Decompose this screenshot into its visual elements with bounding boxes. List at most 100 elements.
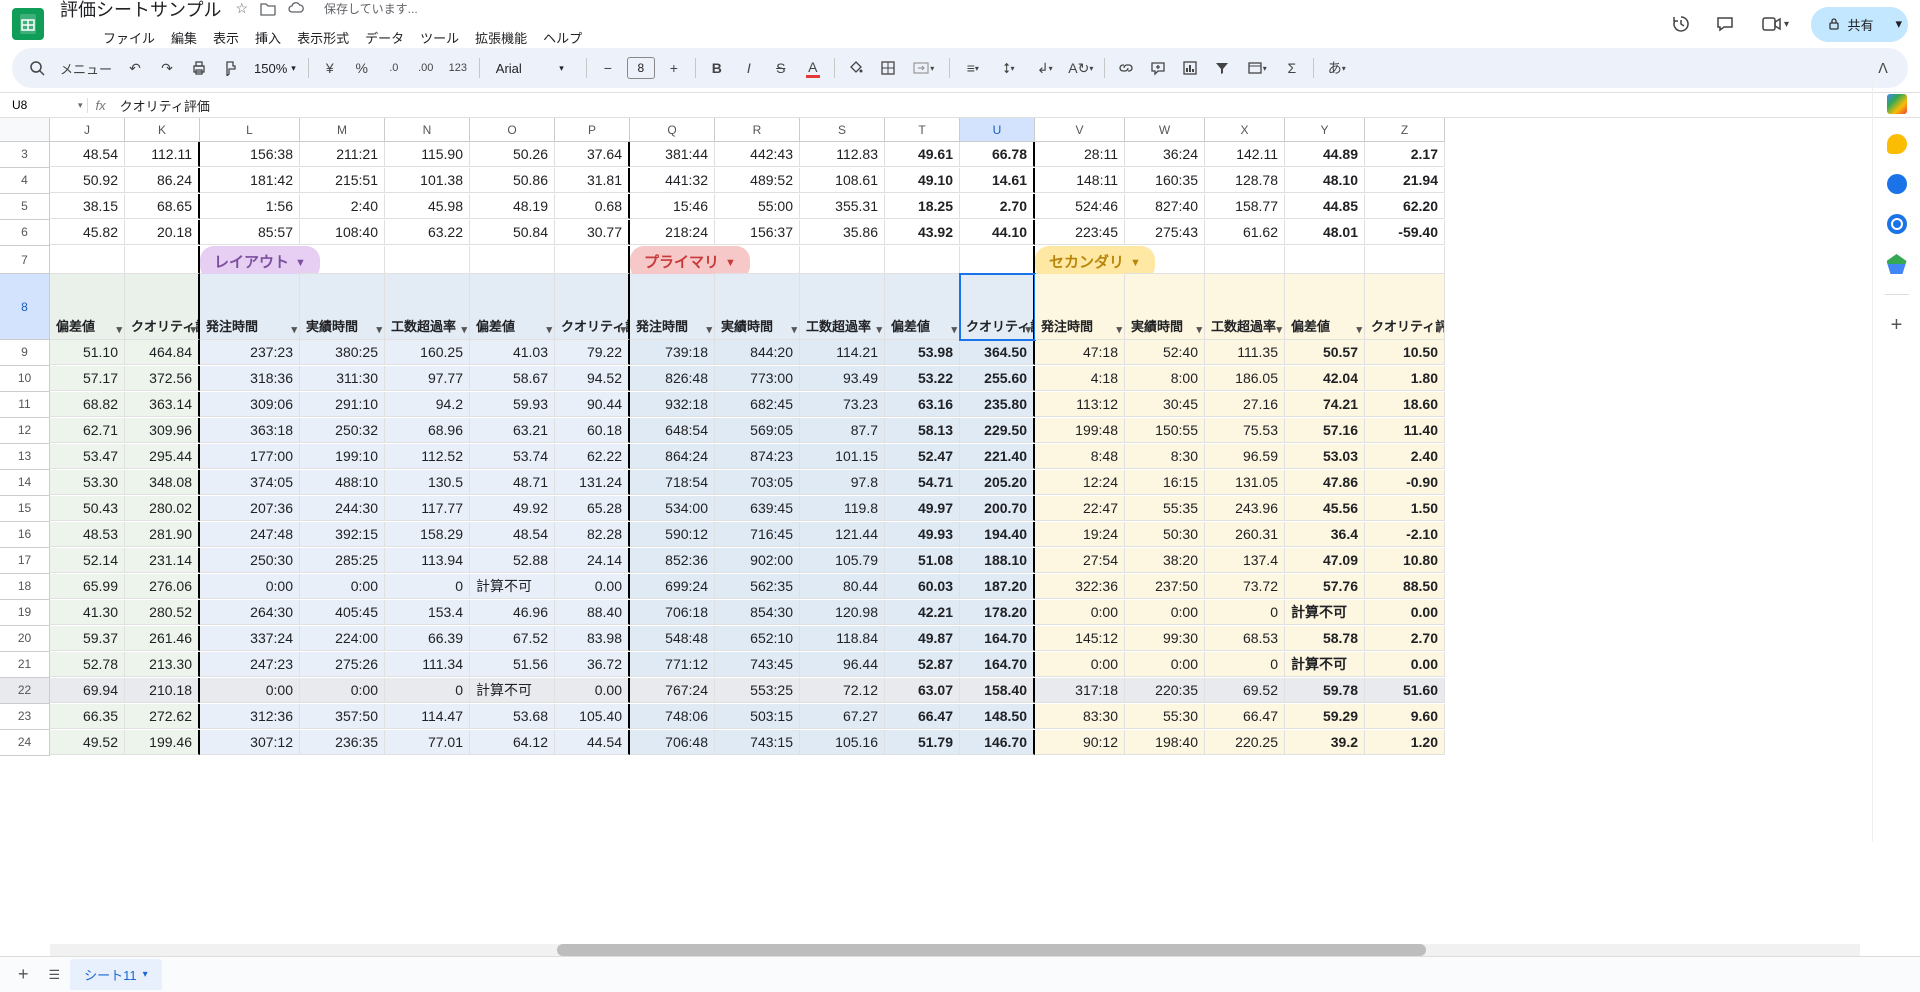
cell[interactable]: 188.10 — [960, 548, 1035, 573]
filter-views-icon[interactable]: ▾ — [1241, 55, 1273, 81]
row-header[interactable]: 16 — [0, 522, 50, 548]
cell[interactable]: 48.01 — [1285, 220, 1365, 245]
cell[interactable]: 58.78 — [1285, 626, 1365, 651]
cell[interactable]: 66.47 — [885, 704, 960, 729]
cell[interactable]: 計算不可 — [470, 678, 555, 703]
cell[interactable]: 405:45 — [300, 600, 385, 625]
cell[interactable] — [715, 246, 800, 274]
increase-decimal-icon[interactable]: .00 — [413, 55, 439, 81]
cell[interactable]: 96.59 — [1205, 444, 1285, 469]
cell[interactable]: 854:30 — [715, 600, 800, 625]
cell[interactable]: 280.02 — [125, 496, 200, 521]
decrease-decimal-icon[interactable]: .0 — [381, 55, 407, 81]
cell[interactable]: 0 — [1205, 600, 1285, 625]
cell[interactable]: 42.21 — [885, 600, 960, 625]
cell[interactable]: 偏差値▾ — [50, 274, 125, 340]
cell[interactable]: クオリティ評価合計▾ — [125, 274, 200, 340]
cell[interactable]: 442:43 — [715, 142, 800, 167]
cell[interactable]: 130.5 — [385, 470, 470, 495]
cell[interactable]: 590:12 — [630, 522, 715, 547]
cell[interactable]: 0:00 — [300, 574, 385, 599]
cell[interactable]: 112.83 — [800, 142, 885, 167]
print-icon[interactable] — [186, 55, 212, 81]
cell[interactable]: 105.79 — [800, 548, 885, 573]
cell[interactable]: 503:15 — [715, 704, 800, 729]
cell[interactable]: 62.20 — [1365, 194, 1445, 219]
cell[interactable]: 198:40 — [1125, 730, 1205, 755]
cell[interactable]: 59.78 — [1285, 678, 1365, 703]
cell[interactable] — [885, 246, 960, 274]
cell[interactable]: 261.46 — [125, 626, 200, 651]
cell[interactable]: 272.62 — [125, 704, 200, 729]
menu-item[interactable]: データ — [358, 24, 411, 51]
add-addon-icon[interactable]: + — [1887, 315, 1907, 335]
cell[interactable]: 52.78 — [50, 652, 125, 677]
cell[interactable]: 68.82 — [50, 392, 125, 417]
cell[interactable]: 231.14 — [125, 548, 200, 573]
cell[interactable]: 18.60 — [1365, 392, 1445, 417]
cell[interactable] — [125, 246, 200, 274]
row-header[interactable]: 17 — [0, 548, 50, 574]
row-header[interactable]: 4 — [0, 168, 50, 194]
italic-icon[interactable]: I — [736, 55, 762, 81]
cell[interactable]: 1.20 — [1365, 730, 1445, 755]
cell[interactable]: 363:18 — [200, 418, 300, 443]
cell[interactable]: 158.40 — [960, 678, 1035, 703]
cell[interactable]: 874:23 — [715, 444, 800, 469]
cell[interactable]: 357:50 — [300, 704, 385, 729]
cell[interactable] — [960, 246, 1035, 274]
cell[interactable]: 68.96 — [385, 418, 470, 443]
cell[interactable]: 49.10 — [885, 168, 960, 193]
scrollbar-thumb[interactable] — [557, 944, 1426, 956]
cell[interactable]: 743:45 — [715, 652, 800, 677]
cell[interactable]: 148.50 — [960, 704, 1035, 729]
cell[interactable]: 50.57 — [1285, 340, 1365, 365]
cell[interactable]: 38:20 — [1125, 548, 1205, 573]
cell[interactable]: 392:15 — [300, 522, 385, 547]
cell[interactable]: 27.16 — [1205, 392, 1285, 417]
paint-format-icon[interactable] — [218, 55, 244, 81]
cell[interactable]: 0.00 — [1365, 600, 1445, 625]
col-header[interactable]: X — [1205, 118, 1285, 142]
cell[interactable]: 48.10 — [1285, 168, 1365, 193]
cell[interactable]: 111.35 — [1205, 340, 1285, 365]
col-header[interactable]: O — [470, 118, 555, 142]
cell[interactable]: 852:36 — [630, 548, 715, 573]
cell[interactable]: 73.23 — [800, 392, 885, 417]
all-sheets-button[interactable]: ☰ — [39, 961, 71, 989]
cell[interactable]: 53.47 — [50, 444, 125, 469]
row-header[interactable]: 21 — [0, 652, 50, 678]
cell[interactable]: 59.93 — [470, 392, 555, 417]
cell[interactable]: 120.98 — [800, 600, 885, 625]
contacts-icon[interactable] — [1887, 214, 1907, 234]
cell[interactable]: 0 — [385, 574, 470, 599]
functions-icon[interactable]: Σ — [1279, 55, 1305, 81]
strikethrough-icon[interactable]: S — [768, 55, 794, 81]
cell[interactable]: 偏差値▾ — [470, 274, 555, 340]
row-header[interactable]: 6 — [0, 220, 50, 246]
cell[interactable]: 97.8 — [800, 470, 885, 495]
cell[interactable]: 699:24 — [630, 574, 715, 599]
cell[interactable]: 553:25 — [715, 678, 800, 703]
calendar-icon[interactable] — [1887, 94, 1907, 114]
borders-icon[interactable] — [875, 55, 901, 81]
cell[interactable]: 63.22 — [385, 220, 470, 245]
col-header[interactable]: J — [50, 118, 125, 142]
cell[interactable]: 69.52 — [1205, 678, 1285, 703]
cell[interactable]: 164.70 — [960, 626, 1035, 651]
cell[interactable]: 35.86 — [800, 220, 885, 245]
cell[interactable]: 137.4 — [1205, 548, 1285, 573]
cell[interactable]: 355.31 — [800, 194, 885, 219]
cell[interactable]: 94.2 — [385, 392, 470, 417]
cell[interactable]: 52.14 — [50, 548, 125, 573]
cell[interactable]: 2.70 — [1365, 626, 1445, 651]
cell[interactable]: 57.16 — [1285, 418, 1365, 443]
cell[interactable]: 24.14 — [555, 548, 630, 573]
cell[interactable]: 48.54 — [470, 522, 555, 547]
cell[interactable] — [385, 246, 470, 274]
cell[interactable]: 44.54 — [555, 730, 630, 755]
cell[interactable]: 158.29 — [385, 522, 470, 547]
row-header[interactable]: 9 — [0, 340, 50, 366]
cell[interactable]: 844:20 — [715, 340, 800, 365]
cell[interactable]: 44.89 — [1285, 142, 1365, 167]
